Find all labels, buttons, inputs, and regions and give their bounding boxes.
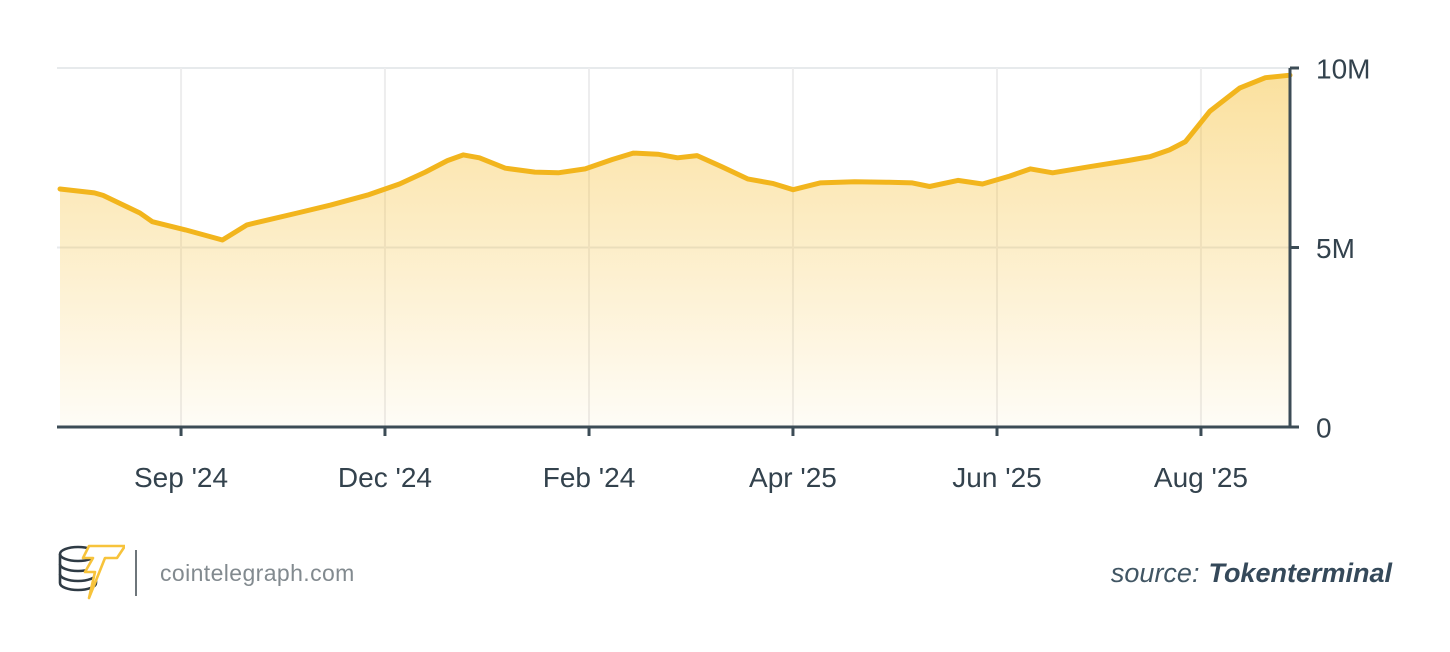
brand-block: cointelegraph.com — [55, 538, 355, 608]
footer: cointelegraph.com source: Tokenterminal — [55, 538, 1392, 608]
lightning-bolt-icon — [81, 544, 125, 600]
x-tick-label: Feb '24 — [543, 462, 636, 493]
cointelegraph-logo-icon — [58, 544, 125, 600]
trend-line — [57, 72, 1293, 243]
x-tick-label: Jun '25 — [952, 462, 1041, 493]
x-tick-label: Dec '24 — [338, 462, 432, 493]
y-tick-label: 10M — [1316, 54, 1370, 85]
source-label: source: — [1110, 557, 1200, 588]
area-fill — [60, 75, 1290, 427]
x-tick-label: Sep '24 — [134, 462, 228, 493]
brand-divider — [135, 550, 137, 596]
x-tick-label: Aug '25 — [1154, 462, 1248, 493]
revenue-area-chart: 0 5M 10M Sep '24 Dec '24 Feb '24 Apr '25 Jun '2… — [57, 54, 1370, 493]
x-tick-label: Apr '25 — [749, 462, 837, 493]
y-tick-label: 5M — [1316, 233, 1355, 264]
source-attribution: source: Tokenterminal — [1111, 558, 1392, 589]
y-tick-label: 0 — [1316, 413, 1332, 444]
chart-canvas: 0 5M 10M Sep '24 Dec '24 Feb '24 Apr '25 Jun '2… — [57, 54, 1370, 493]
source-name: Tokenterminal — [1208, 557, 1392, 588]
brand-url-text: cointelegraph.com — [160, 559, 355, 586]
